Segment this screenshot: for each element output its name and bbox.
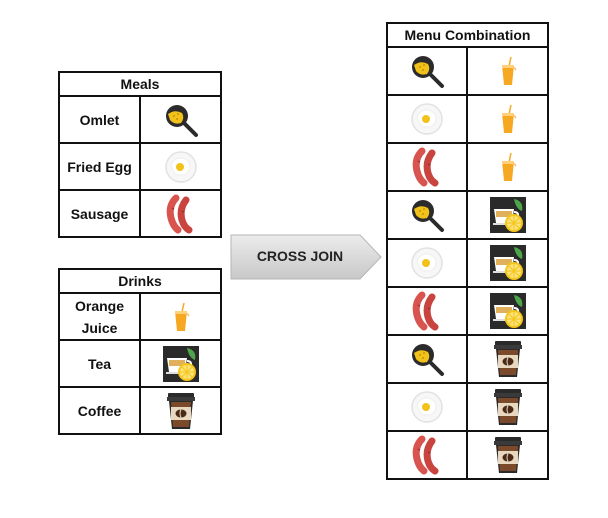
fried-egg-icon <box>409 389 445 425</box>
icon-cell <box>138 339 223 388</box>
icon-cell <box>466 334 549 384</box>
icon-cell <box>138 386 223 435</box>
icon-cell <box>466 94 549 144</box>
coffee-cup-icon <box>165 391 197 431</box>
omelet-pan-icon <box>408 52 446 90</box>
icon-cell <box>386 286 468 336</box>
meals-table: Meals Omlet Fried Egg Sausage <box>57 71 223 238</box>
table-row <box>386 286 549 336</box>
icon-cell <box>466 46 549 96</box>
drinks-table: Drinks Orange Juice Tea Coffee <box>57 268 223 435</box>
icon-cell <box>386 238 468 288</box>
table-row <box>386 382 549 432</box>
omelet-pan-icon <box>408 196 446 234</box>
cross-join-arrow <box>230 234 382 280</box>
table-row: Fried Egg <box>58 142 223 191</box>
icon-cell <box>386 94 468 144</box>
table-row <box>386 334 549 384</box>
icon-cell <box>386 46 468 96</box>
menu-combination-rows <box>386 46 549 480</box>
icon-cell <box>138 142 223 191</box>
table-row <box>386 46 549 96</box>
omelet-pan-icon <box>408 340 446 378</box>
icon-cell <box>466 190 549 240</box>
sausage-icon <box>410 291 444 331</box>
icon-cell <box>466 382 549 432</box>
table-row: Omlet <box>58 95 223 144</box>
fried-egg-icon <box>409 245 445 281</box>
cross-join-label: CROSS JOIN <box>256 248 344 264</box>
orange-juice-icon <box>498 55 518 87</box>
icon-cell <box>386 334 468 384</box>
table-row: Orange Juice <box>58 292 223 341</box>
icon-cell <box>466 286 549 336</box>
icon-cell <box>386 382 468 432</box>
table-row <box>386 94 549 144</box>
drink-label-tea: Tea <box>58 339 141 388</box>
coffee-cup-icon <box>492 339 524 379</box>
tea-icon <box>489 245 526 281</box>
icon-cell <box>386 430 468 480</box>
table-row: Coffee <box>58 386 223 435</box>
icon-cell <box>138 292 223 341</box>
drink-label-coffee: Coffee <box>58 386 141 435</box>
coffee-cup-icon <box>492 387 524 427</box>
table-row <box>386 430 549 480</box>
sausage-icon <box>410 147 444 187</box>
icon-cell <box>466 238 549 288</box>
table-row: Tea <box>58 339 223 388</box>
sausage-icon <box>410 435 444 475</box>
icon-cell <box>138 95 223 144</box>
icon-cell <box>466 430 549 480</box>
icon-cell <box>386 190 468 240</box>
icon-cell <box>386 142 468 192</box>
tea-icon <box>489 293 526 329</box>
tea-icon <box>162 345 199 382</box>
coffee-cup-icon <box>492 435 524 475</box>
table-row <box>386 190 549 240</box>
table-row <box>386 142 549 192</box>
icon-cell <box>466 142 549 192</box>
orange-juice-icon <box>171 301 191 333</box>
orange-juice-icon <box>498 103 518 135</box>
omelet-pan-icon <box>162 101 200 139</box>
meals-title: Meals <box>57 71 223 97</box>
icon-cell <box>138 189 223 238</box>
drinks-title: Drinks <box>57 268 223 294</box>
table-row <box>386 238 549 288</box>
meal-label-sausage: Sausage <box>58 189 141 238</box>
menu-combination-title: Menu Combination <box>386 22 549 48</box>
sausage-icon <box>164 194 198 234</box>
meal-label-fried-egg: Fried Egg <box>58 142 141 191</box>
orange-juice-icon <box>498 151 518 183</box>
fried-egg-icon <box>409 101 445 137</box>
table-row: Sausage <box>58 189 223 238</box>
drink-label-orange-juice: Orange Juice <box>58 292 141 341</box>
tea-icon <box>489 197 526 233</box>
menu-combination-table: Menu Combination <box>386 22 549 480</box>
fried-egg-icon <box>163 149 199 185</box>
meal-label-omlet: Omlet <box>58 95 141 144</box>
